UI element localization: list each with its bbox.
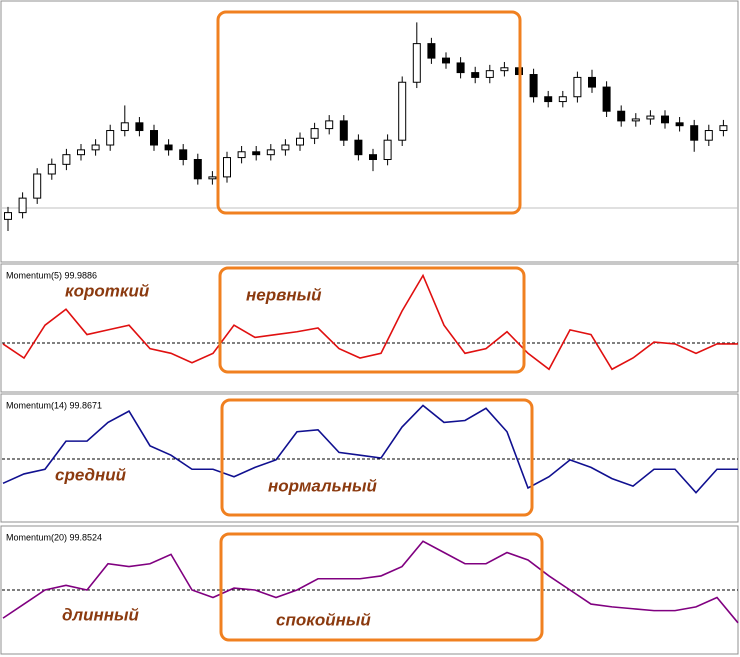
panel-frame <box>0 263 739 393</box>
candle-body <box>91 144 100 151</box>
candle-body <box>558 96 567 103</box>
candle-body <box>661 115 669 124</box>
candle-body <box>383 139 392 161</box>
annotation: средний <box>55 465 127 484</box>
candle-body <box>485 70 494 78</box>
candle-body <box>412 43 421 83</box>
candle-body <box>398 81 407 141</box>
candle-body <box>602 86 611 112</box>
panel-title: Momentum(14) 99.8671 <box>6 400 102 410</box>
candle-body <box>252 151 261 156</box>
candle-body <box>588 76 596 88</box>
candle-body <box>719 125 728 132</box>
candle-body <box>120 122 129 132</box>
candle-body <box>164 144 173 151</box>
candle-body <box>427 43 436 59</box>
candle-body <box>631 118 640 122</box>
candle-body <box>617 110 626 122</box>
annotation: длинный <box>62 605 140 624</box>
panel-frame <box>0 0 739 263</box>
candle-body <box>675 122 684 127</box>
candle-body <box>33 173 42 199</box>
candle-body <box>529 74 538 98</box>
panel-title: Momentum(20) 99.8524 <box>6 532 102 542</box>
candle-body <box>179 149 188 161</box>
panel-frame <box>0 393 739 523</box>
candle-body <box>354 139 363 156</box>
candle-body <box>77 149 85 156</box>
candle-body <box>296 137 304 146</box>
candle-body <box>135 122 144 132</box>
candle-body <box>325 120 334 130</box>
annotation: нормальный <box>268 476 378 495</box>
annotation: спокойный <box>276 610 371 629</box>
annotation: короткий <box>65 281 150 300</box>
annotation: нервный <box>246 285 322 304</box>
candle-body <box>62 154 71 165</box>
candle-body <box>193 159 202 180</box>
candle-body <box>237 151 246 159</box>
candle-body <box>310 128 319 139</box>
highlight-box <box>220 398 534 517</box>
candle-body <box>266 149 275 156</box>
candle-body <box>471 72 480 78</box>
candle-body <box>150 130 158 146</box>
momentum-line <box>2 273 738 371</box>
candle-body <box>573 76 582 98</box>
candle-body <box>339 120 348 141</box>
candle-body <box>442 57 450 64</box>
candle-body <box>690 125 699 141</box>
candle-body <box>500 67 509 72</box>
candle-body <box>4 212 12 220</box>
candle-body <box>369 154 377 161</box>
candle-body <box>47 163 56 175</box>
momentum-line <box>2 540 739 624</box>
candle-body <box>106 130 115 146</box>
momentum-line <box>2 404 738 494</box>
candle-body <box>704 130 713 141</box>
candle-body <box>281 144 290 151</box>
panel-title: Momentum(5) 99.9886 <box>6 270 97 280</box>
candle-body <box>223 157 231 178</box>
highlight-box <box>218 266 526 374</box>
candle-body <box>208 176 217 180</box>
highlight-box <box>216 10 522 215</box>
candle-body <box>544 96 553 103</box>
candle-body <box>646 115 655 120</box>
highlight-box <box>219 532 544 642</box>
candle-body <box>18 197 27 214</box>
candle-body <box>456 62 465 74</box>
